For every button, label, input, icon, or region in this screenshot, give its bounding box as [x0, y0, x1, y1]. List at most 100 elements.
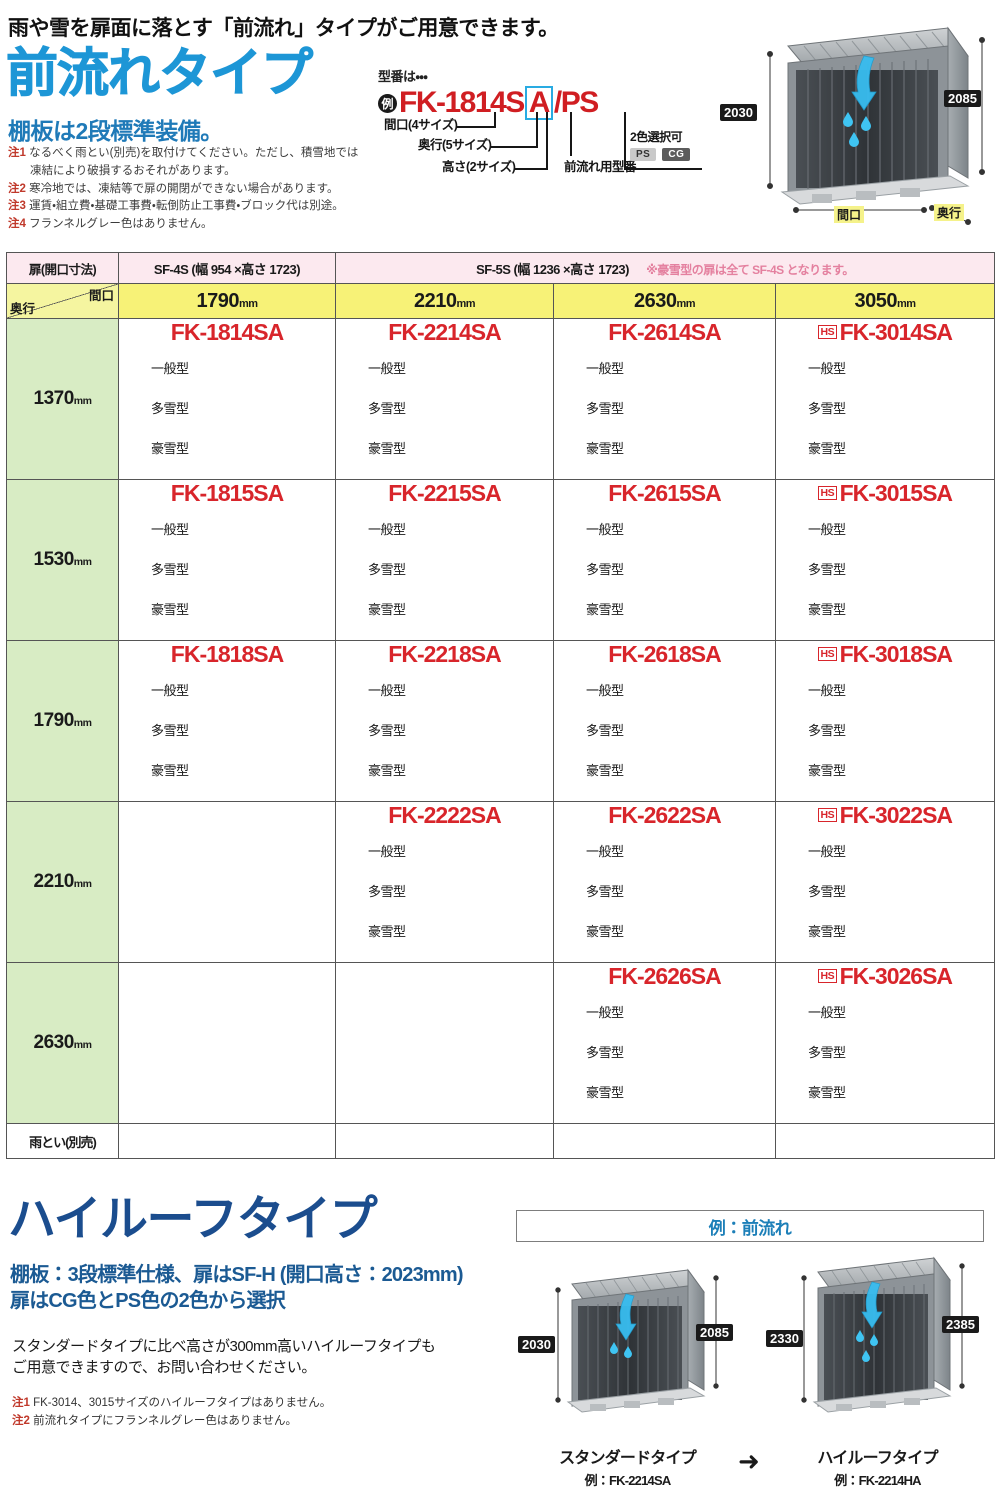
type-option[interactable]: 多雪型 — [586, 561, 624, 577]
product-cell-FK-2215SA[interactable]: FK-2215SA 一般型多雪型豪雪型 — [335, 479, 554, 641]
product-cell-FK-2615SA[interactable]: FK-2615SA 一般型 多雪型 豪雪型 — [553, 479, 776, 641]
column-header-2630: 2630mm — [553, 283, 776, 319]
type-option[interactable]: 多雪型 — [808, 561, 846, 577]
type-option[interactable]: 豪雪型 — [586, 762, 624, 778]
product-cell-FK-2618SA[interactable]: FK-2618SA 一般型 多雪型 豪雪型 — [553, 640, 776, 802]
type-option[interactable]: 多雪型 — [368, 883, 406, 899]
example-badge: 例 — [378, 93, 397, 113]
note-mark: 注1 — [12, 1397, 30, 1409]
type-option[interactable]: 一般型 — [586, 682, 624, 698]
product-code-text: FK-1818SA — [170, 640, 284, 667]
type-option[interactable]: 多雪型 — [151, 400, 189, 416]
product-cell-FK-3014SA[interactable]: HS FK-3014SA 一般型 多雪型 豪雪型 — [774, 318, 996, 480]
gutter-cell-3 — [553, 1123, 776, 1159]
type-option[interactable]: 多雪型 — [808, 722, 846, 738]
type-option[interactable]: 多雪型 — [368, 561, 406, 577]
type-list: 一般型 多雪型 豪雪型 — [336, 519, 553, 618]
type-option[interactable]: 一般型 — [151, 521, 189, 537]
dim-label-highroof-right: 2385 — [942, 1316, 979, 1333]
type-option[interactable]: 豪雪型 — [586, 1084, 624, 1100]
type-option[interactable]: 豪雪型 — [808, 440, 846, 456]
product-code-text: FK-3018SA — [839, 640, 953, 667]
type-option[interactable]: 一般型 — [586, 1004, 624, 1020]
type-option[interactable]: 豪雪型 — [586, 923, 624, 939]
note-mark: 注3 — [8, 200, 26, 213]
product-cell-FK-3018SA[interactable]: HS FK-3018SA 一般型 多雪型 豪雪型 — [774, 640, 996, 802]
type-option[interactable]: 一般型 — [368, 682, 406, 698]
type-option[interactable]: 多雪型 — [808, 1044, 846, 1060]
product-code-text: FK-2215SA — [388, 479, 501, 506]
color-chip-cg[interactable]: CG — [662, 148, 691, 161]
type-option[interactable]: 一般型 — [368, 360, 406, 376]
type-option[interactable]: 一般型 — [368, 843, 406, 859]
product-cell-FK-2614SA[interactable]: FK-2614SA 一般型 多雪型 豪雪型 — [553, 318, 776, 480]
type-option[interactable]: 一般型 — [151, 682, 189, 698]
type-option[interactable]: 豪雪型 — [586, 601, 624, 617]
two-color-title: 2色選択可 — [630, 130, 683, 144]
type-option[interactable]: 豪雪型 — [586, 440, 624, 456]
highroof-sub-line1: 棚板：3段標準仕様、扉はSF-H (開口高さ：2023mm) — [10, 1264, 464, 1286]
type-option[interactable]: 一般型 — [808, 521, 846, 537]
type-option[interactable]: 多雪型 — [586, 400, 624, 416]
type-option[interactable]: 多雪型 — [808, 400, 846, 416]
product-cell-FK-1815SA[interactable]: FK-1815SA 一般型 多雪型 豪雪型 — [118, 479, 336, 641]
column-value: 1790 — [196, 289, 239, 312]
product-code-text: FK-2622SA — [608, 801, 721, 828]
row-depth-unit: mm — [73, 1039, 92, 1051]
type-option[interactable]: 多雪型 — [808, 883, 846, 899]
type-option[interactable]: 豪雪型 — [151, 440, 189, 456]
door-header-sf4s: SF-4S (幅 954 ×高さ 1723) — [118, 252, 336, 284]
type-option[interactable]: 一般型 — [808, 360, 846, 376]
type-option[interactable]: 豪雪型 — [368, 923, 406, 939]
type-option[interactable]: 一般型 — [808, 682, 846, 698]
type-option[interactable]: 一般型 — [151, 360, 189, 376]
arrow-icon: ➜ — [738, 1446, 760, 1476]
type-option[interactable]: 多雪型 — [151, 561, 189, 577]
type-option[interactable]: 豪雪型 — [808, 762, 846, 778]
type-option[interactable]: 一般型 — [586, 360, 624, 376]
row-depth-value: 2210 — [33, 871, 75, 892]
type-list: 一般型 多雪型 豪雪型 — [336, 358, 553, 457]
type-option[interactable]: 一般型 — [586, 843, 624, 859]
type-list: 一般型 多雪型 豪雪型 — [776, 680, 994, 779]
product-cell-FK-2218SA[interactable]: FK-2218SA 一般型 多雪型 豪雪型 — [335, 640, 554, 802]
type-option[interactable]: 多雪型 — [151, 722, 189, 738]
type-option[interactable]: 豪雪型 — [368, 601, 406, 617]
type-option[interactable]: 多雪型 — [586, 1044, 624, 1060]
color-chips: PS CG — [630, 148, 708, 161]
type-option[interactable]: 多雪型 — [586, 722, 624, 738]
type-option[interactable]: 豪雪型 — [808, 923, 846, 939]
product-cell-FK-2214SA[interactable]: FK-2214SA 一般型多雪型豪雪型 — [335, 318, 554, 480]
row-depth-value: 2630 — [33, 1032, 75, 1053]
shed-illustration-standard — [555, 1268, 719, 1413]
color-chip-ps[interactable]: PS — [630, 148, 657, 161]
product-cell-FK-1814SA[interactable]: FK-1814SA 一般型 多雪型 豪雪型 — [118, 318, 336, 480]
product-cell-FK-1818SA[interactable]: FK-1818SA 一般型多雪型豪雪型 — [118, 640, 336, 802]
type-option[interactable]: 豪雪型 — [808, 1084, 846, 1100]
type-option[interactable]: 一般型 — [586, 521, 624, 537]
type-option[interactable]: 一般型 — [368, 521, 406, 537]
product-cell-FK-2622SA[interactable]: FK-2622SA 一般型多雪型豪雪型 — [553, 801, 776, 963]
product-cell-FK-3022SA[interactable]: HS FK-3022SA 一般型 多雪型 豪雪型 — [774, 801, 996, 963]
type-option[interactable]: 多雪型 — [368, 722, 406, 738]
type-option[interactable]: 多雪型 — [368, 400, 406, 416]
type-option[interactable]: 豪雪型 — [368, 762, 406, 778]
product-cell-FK-3015SA[interactable]: HS FK-3015SA 一般型 多雪型 豪雪型 — [774, 479, 996, 641]
type-option[interactable]: 豪雪型 — [368, 440, 406, 456]
product-code: FK-2214SA — [336, 320, 553, 344]
dim-label-right: 2085 — [944, 90, 981, 107]
gutter-cell-2 — [335, 1123, 554, 1159]
type-option[interactable]: 豪雪型 — [151, 762, 189, 778]
product-cell-FK-2222SA[interactable]: FK-2222SA 一般型 多雪型 豪雪型 — [335, 801, 554, 963]
hs-badge: HS — [817, 485, 837, 501]
type-option[interactable]: 豪雪型 — [808, 601, 846, 617]
type-option[interactable]: 多雪型 — [586, 883, 624, 899]
type-option[interactable]: 一般型 — [808, 1004, 846, 1020]
column-value: 2630 — [633, 289, 677, 312]
product-cell-FK-3026SA[interactable]: HS FK-3026SA 一般型 多雪型 豪雪型 — [774, 962, 996, 1124]
type-option[interactable]: 一般型 — [808, 843, 846, 859]
row-label-depth-1530: 1530mm — [6, 479, 119, 641]
product-code: FK-2622SA — [554, 801, 775, 828]
type-option[interactable]: 豪雪型 — [151, 601, 189, 617]
product-cell-FK-2626SA[interactable]: FK-2626SA 一般型 多雪型 豪雪型 — [553, 962, 776, 1124]
